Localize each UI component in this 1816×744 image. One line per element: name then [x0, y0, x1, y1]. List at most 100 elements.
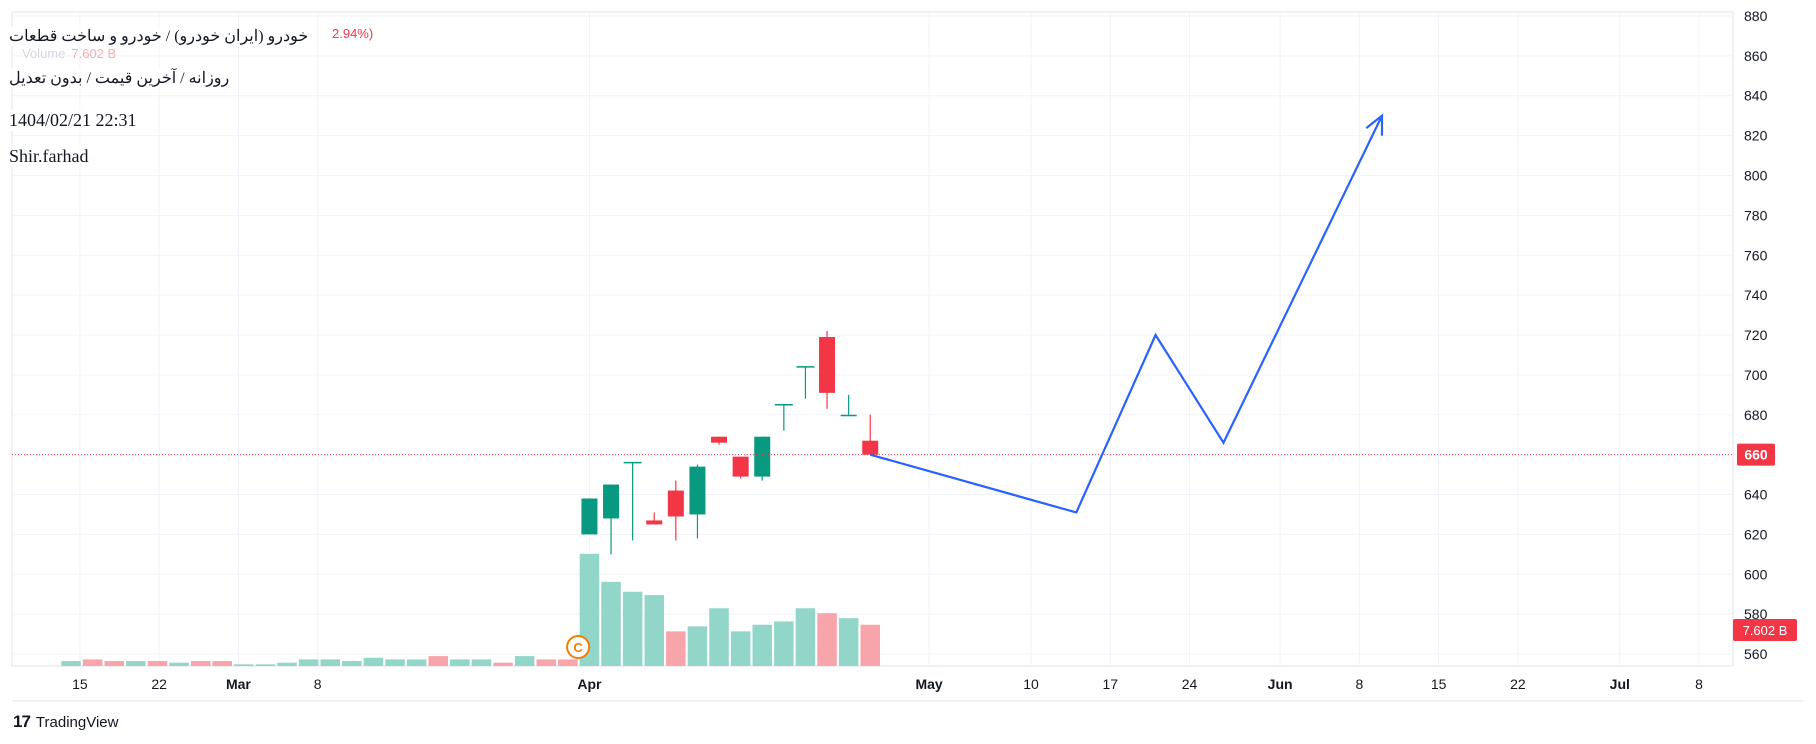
y-tick-label: 680 [1744, 407, 1768, 423]
volume-bar [730, 631, 751, 666]
volume-bar [687, 626, 708, 666]
candle-body [819, 337, 836, 393]
tradingview-logo-icon: 17 [13, 712, 31, 731]
volume-bar [190, 661, 211, 666]
y-tick-label: 620 [1744, 526, 1768, 542]
x-tick-label: Apr [577, 676, 602, 692]
x-tick-label: May [915, 676, 942, 692]
volume-bar [342, 661, 362, 666]
volume-bar [104, 661, 124, 666]
projection-arrowhead [1365, 113, 1384, 136]
volume-bar [385, 659, 405, 666]
volume-value-badge [1733, 619, 1797, 641]
snapshot-date: 1404/02/21 22:31 [9, 110, 137, 131]
event-marker-icon [566, 635, 591, 659]
volume-bar [709, 608, 729, 666]
y-tick-label: 820 [1744, 128, 1768, 144]
y-tick-label: 860 [1744, 48, 1768, 64]
candle-body [667, 490, 684, 517]
volume-bar [514, 656, 535, 666]
x-tick-label: 8 [1695, 676, 1703, 692]
volume-bar [471, 659, 492, 666]
volume-bar [298, 659, 319, 666]
volume-bar [752, 624, 772, 666]
candle-body [603, 484, 620, 519]
x-tick-label: 24 [1182, 676, 1198, 692]
tradingview-brand-text: TradingView [35, 713, 119, 731]
volume-bar [774, 621, 794, 666]
price-change-percent: 2.94%) [332, 26, 374, 41]
volume-bar [82, 659, 103, 666]
candle-body [862, 440, 879, 455]
volume-bar [428, 656, 448, 666]
volume-bar [601, 581, 621, 666]
y-tick-label: 840 [1744, 88, 1768, 104]
volume-bar [169, 662, 189, 666]
volume-bar [666, 631, 686, 666]
volume-bar [493, 662, 513, 666]
y-tick-label: 720 [1744, 327, 1768, 343]
y-tick-label: 600 [1744, 566, 1768, 582]
x-tick-label: 15 [72, 676, 88, 692]
volume-bar [558, 659, 578, 666]
chart-subtitle: روزانه / آخرین قیمت / بدون تعدیل [9, 68, 230, 88]
x-tick-label: 8 [314, 676, 322, 692]
x-tick-label: 17 [1102, 676, 1118, 692]
candle-body [581, 498, 598, 535]
volume-bar [860, 624, 880, 666]
volume-value-label: 7.602 B [1743, 623, 1788, 638]
volume-bar [320, 659, 340, 666]
volume-bar [126, 661, 146, 666]
volume-bar [817, 613, 837, 666]
x-tick-label: Jul [1610, 676, 1630, 692]
y-tick-label: 760 [1744, 247, 1768, 263]
volume-legend-label: Volume [22, 46, 66, 61]
symbol-title: خودرو (ایران خودرو) / خودرو و ساخت قطعات [9, 26, 309, 46]
x-tick-label: 8 [1355, 676, 1363, 692]
volume-bar [622, 591, 643, 666]
volume-bar [255, 664, 276, 666]
volume-bar [450, 659, 470, 666]
candle-body [689, 466, 706, 515]
y-tick-label: 640 [1744, 487, 1768, 503]
y-tick-label: 800 [1744, 168, 1768, 184]
volume-legend-value: 7.602 B [71, 46, 117, 61]
author-name: Shir.farhad [9, 146, 89, 167]
volume-legend: Volume 7.602 B [22, 46, 116, 61]
x-tick-label: Jun [1268, 676, 1293, 692]
candle-body [754, 436, 771, 477]
volume-bar [536, 659, 556, 666]
volume-bar [212, 661, 232, 666]
last-price-badge [1737, 443, 1775, 466]
volume-bar [795, 608, 816, 666]
candle-body [732, 456, 749, 477]
x-tick-label: 15 [1431, 676, 1447, 692]
y-tick-label: 700 [1744, 367, 1768, 383]
volume-bar [147, 661, 168, 666]
volume-bar [644, 595, 664, 666]
volume-bar [277, 662, 297, 666]
y-tick-label: 560 [1744, 646, 1768, 662]
candle-body [840, 414, 857, 417]
volume-bar [838, 618, 859, 666]
tradingview-logo[interactable]: 17 TradingView [13, 712, 118, 732]
x-tick-label: 22 [151, 676, 167, 692]
last-price-label: 660 [1744, 447, 1768, 463]
x-tick-label: 10 [1023, 676, 1039, 692]
x-tick-label: 22 [1510, 676, 1526, 692]
y-tick-label: 580 [1744, 606, 1768, 622]
volume-bar [363, 657, 384, 666]
y-tick-label: 780 [1744, 207, 1768, 223]
candle-body [711, 436, 728, 443]
volume-bar [61, 661, 81, 666]
candle-body [646, 520, 663, 525]
volume-bar [234, 664, 254, 666]
y-tick-label: 740 [1744, 287, 1768, 303]
y-tick-label: 880 [1744, 8, 1768, 24]
volume-bar [406, 659, 427, 666]
projection-path [869, 115, 1383, 514]
plot-area [11, 11, 1734, 667]
x-tick-label: Mar [226, 676, 251, 692]
event-marker-label: C [573, 640, 583, 655]
